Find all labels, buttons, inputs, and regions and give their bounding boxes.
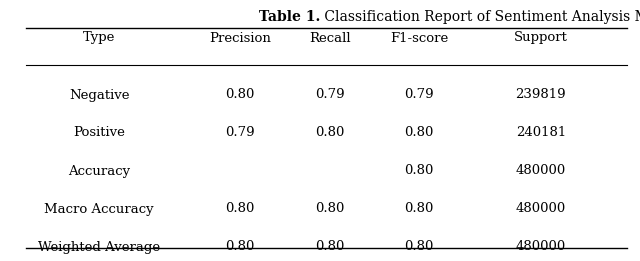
Text: 0.80: 0.80 — [225, 88, 255, 102]
Text: 240181: 240181 — [516, 127, 566, 139]
Text: 480000: 480000 — [516, 203, 566, 216]
Text: Type: Type — [83, 32, 115, 44]
Text: 0.80: 0.80 — [404, 240, 434, 253]
Text: 0.80: 0.80 — [315, 203, 344, 216]
Text: Classification Report of Sentiment Analysis Model: Classification Report of Sentiment Analy… — [320, 10, 640, 24]
Text: Recall: Recall — [308, 32, 351, 44]
Text: 0.79: 0.79 — [404, 88, 434, 102]
Text: 0.80: 0.80 — [404, 127, 434, 139]
Text: 0.80: 0.80 — [404, 164, 434, 177]
Text: Support: Support — [514, 32, 568, 44]
Text: F1-score: F1-score — [390, 32, 449, 44]
Text: 239819: 239819 — [515, 88, 566, 102]
Text: Weighted Average: Weighted Average — [38, 240, 160, 253]
Text: 480000: 480000 — [516, 240, 566, 253]
Text: 0.79: 0.79 — [315, 88, 344, 102]
Text: Macro Accuracy: Macro Accuracy — [44, 203, 154, 216]
Text: 0.80: 0.80 — [225, 240, 255, 253]
Text: 0.80: 0.80 — [404, 203, 434, 216]
Text: 0.79: 0.79 — [225, 127, 255, 139]
Text: 0.80: 0.80 — [225, 203, 255, 216]
Text: 0.80: 0.80 — [315, 127, 344, 139]
Text: 0.80: 0.80 — [315, 240, 344, 253]
Text: 480000: 480000 — [516, 164, 566, 177]
Text: Precision: Precision — [209, 32, 271, 44]
Text: Negative: Negative — [69, 88, 129, 102]
Text: Table 1.: Table 1. — [259, 10, 320, 24]
Text: Accuracy: Accuracy — [68, 164, 131, 177]
Text: Positive: Positive — [73, 127, 125, 139]
